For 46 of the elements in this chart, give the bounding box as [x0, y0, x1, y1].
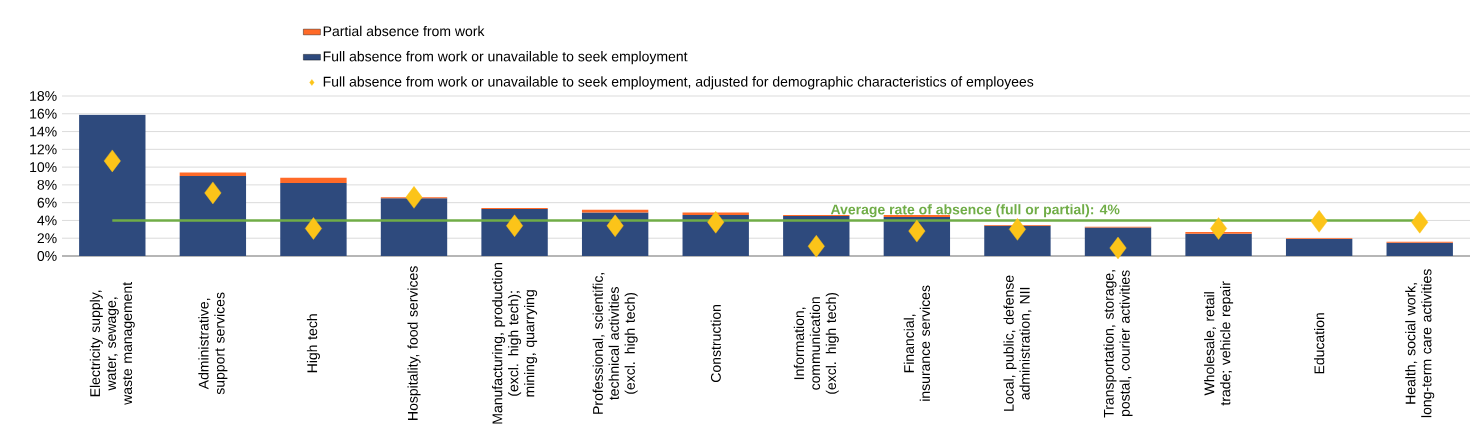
bar	[1285, 239, 1353, 256]
x-tick-label: Hospitality, food services	[407, 266, 421, 420]
x-tick-label: Transportation, storage, postal, courier activities	[1103, 270, 1133, 418]
x-tick-label: Local, public, defense administration, NII	[1003, 275, 1032, 411]
point	[707, 211, 725, 234]
x-tick-label: Education	[1314, 313, 1325, 374]
y-tick-label: 4%	[37, 215, 57, 226]
bar	[179, 176, 247, 256]
y-tick-label: 14%	[30, 126, 57, 137]
x-tick-label: Administrative, support services	[198, 292, 228, 395]
legend-label: Full absence from work or unavailable to seek employment, adjusted for demographic characteristics of employees	[323, 76, 1034, 90]
x-tick-label: High tech	[306, 314, 320, 373]
y-tick-label: 12%	[30, 144, 57, 155]
bar	[1386, 242, 1453, 256]
point	[1310, 210, 1328, 233]
x-tick-label: Construction	[710, 304, 721, 382]
point	[103, 149, 121, 173]
bar	[280, 177, 347, 184]
y-tick-label: 8%	[37, 179, 57, 190]
bar	[179, 172, 247, 176]
x-tick-label: Electricity supply, water, sewage, waste management	[89, 282, 135, 405]
x-tick-label: Manufacturing, production (excl. high tech); mining, quarrying	[492, 262, 538, 424]
y-tick-label: 16%	[30, 108, 57, 119]
x-tick-label: Professional, scientific, technical activities (excl. high tech)	[592, 273, 638, 414]
point	[204, 181, 222, 205]
legend-label: Full absence from work or unavailable to seek employment	[323, 51, 688, 65]
y-tick-label: 2%	[37, 233, 57, 244]
bar	[280, 183, 347, 256]
point	[1411, 211, 1429, 234]
x-tick-label: Health, social work, long-term care activities	[1405, 269, 1435, 418]
x-tick-label: Information, communication (excl. high tech)	[793, 292, 839, 394]
y-tick-label: 6%	[37, 197, 57, 208]
x-tick-label: Financial, insurance services	[903, 285, 931, 401]
bar	[984, 225, 1051, 256]
bar	[79, 114, 146, 256]
point	[405, 186, 423, 209]
bar	[1185, 233, 1252, 256]
x-tick-label: Wholesale, retail trade; vehicle repair	[1204, 281, 1234, 406]
legend-label: Partial absence from work	[323, 25, 485, 37]
bar	[682, 212, 749, 216]
y-tick-label: 10%	[30, 162, 57, 173]
ref-line-label: Average rate of absence (full or partial): 4%	[830, 204, 1120, 218]
bar	[380, 198, 448, 256]
y-tick-label: 18%	[30, 91, 57, 101]
y-tick-label: 0%	[37, 251, 57, 261]
point	[1210, 217, 1228, 240]
